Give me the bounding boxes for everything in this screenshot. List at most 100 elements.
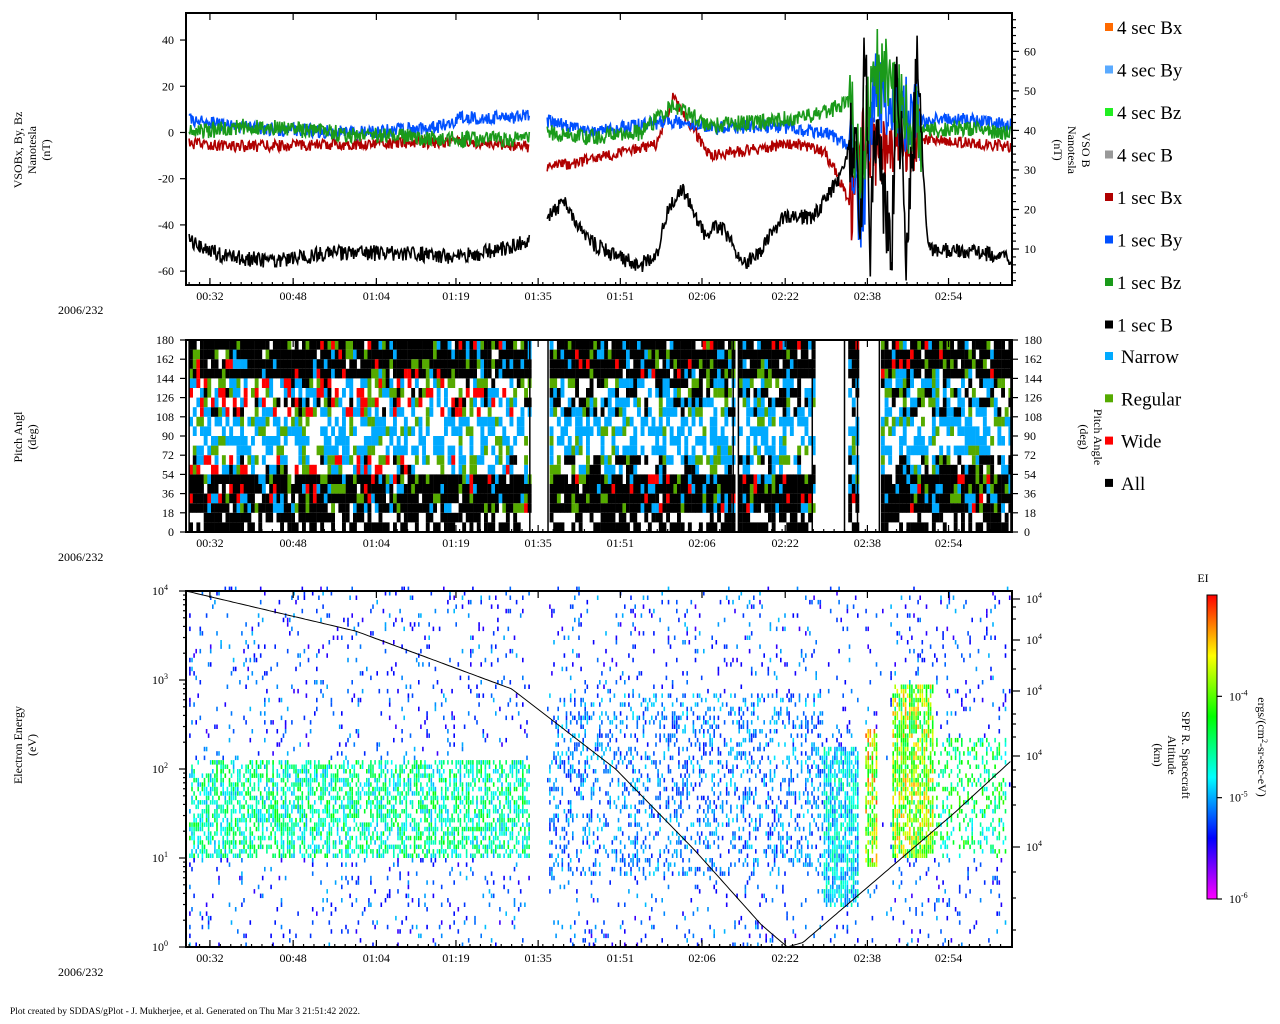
spectrogram-pixel [341,862,343,867]
pitch-cell [484,340,488,350]
pitch-cell [414,359,419,369]
spectrogram-pixel [220,831,222,836]
pitch-cell [382,340,386,350]
pitch-cell [779,340,783,350]
pitch-cell [637,407,641,417]
spectrogram-pixel [386,826,389,832]
pitch-cell [214,474,219,484]
pitch-cell [342,407,346,417]
spectrogram-pixel [299,809,301,814]
spectrogram-pixel [207,915,210,921]
pitch-cell [371,436,376,446]
spectrogram-pixel [347,688,349,694]
pitch-cell [454,359,459,369]
pitch-cell [928,349,933,360]
pitch-cell [771,340,776,350]
spectrogram-pixel [282,773,285,778]
pitch-cell [939,493,944,504]
pitch-cell [473,349,477,360]
spectrogram-pixel [368,844,370,850]
pitch-cell [454,484,459,494]
spectrogram-pixel [195,826,197,832]
pitch-cell [789,378,794,388]
pitch-cell [764,340,769,350]
pitch-cell [677,359,681,369]
pitch-cell [192,359,197,369]
spectrogram-pixel [370,773,372,778]
pitch-cell [913,436,918,446]
pitch-cell [302,512,306,523]
pitch-cell [360,503,365,513]
pitch-cell [367,378,372,388]
date-label: 2006/232 [58,303,103,317]
pitch-cell [302,397,306,408]
pitch-cell [913,407,918,417]
pitch-cell [771,464,776,475]
spectrogram-pixel [282,844,285,850]
spectrogram-pixel [345,755,347,761]
pitch-cell [564,426,568,436]
pitch-cell [560,484,565,494]
spectrogram-pixel [272,809,274,814]
pitch-cell [356,474,361,484]
spectrogram-pixel [366,666,368,672]
pitch-cell [615,378,619,388]
pitch-cell [779,455,783,465]
pitch-cell [640,349,645,360]
pitch-cell [797,416,802,427]
spectrogram-pixel [345,817,347,823]
pitch-cell [669,407,674,417]
pitch-cell [221,474,226,484]
spectrogram-pixel [191,720,193,725]
spectrogram-pixel [255,817,258,823]
spectrogram-pixel [201,858,204,863]
pitch-cell [287,349,292,360]
pitch-cell [571,474,576,484]
spectrogram-pixel [261,795,264,801]
spectrogram-pixel [193,800,195,805]
spectrogram-pixel [372,773,374,778]
spectrogram-pixel [270,791,272,796]
pitch-cell [720,493,725,504]
pitch-cell [196,378,201,388]
pitch-cell [946,378,951,388]
pitch-cell [633,512,638,523]
spectrogram-pixel [191,853,193,858]
spectrogram-pixel [334,809,337,814]
spectrogram-pixel [289,800,291,805]
spectrogram-pixel [355,822,358,827]
pitch-cell [440,445,445,456]
pitch-cell [323,493,328,504]
pitch-cell [607,464,612,475]
pitch-cell [338,436,343,446]
pitch-cell [851,368,856,379]
pitch-cell [334,397,339,408]
pitch-cell [440,340,445,350]
pitch-cell [251,416,255,427]
spectrogram-pixel [370,769,372,774]
pitch-cell [338,493,343,504]
pitch-cell [261,368,266,379]
spectrogram-pixel [241,631,243,636]
spectrogram-pixel [197,782,199,787]
spectrogram-pixel [297,804,299,810]
spectrogram-pixel [347,831,349,836]
pitch-cell [906,359,911,369]
pitch-cell [192,407,197,417]
spectrogram-pixel [218,760,220,765]
spectrogram-pixel [239,840,241,845]
spectrogram-pixel [366,853,368,858]
pitch-cell [272,397,277,408]
pitch-cell [600,349,605,360]
spectrogram-pixel [397,929,399,934]
pitch-cell [902,493,907,504]
pitch-cell [935,340,940,350]
pitch-cell [265,388,270,398]
spectrogram-pixel [295,773,297,778]
pitch-cell [673,388,678,398]
spectrogram-pixel [309,853,312,858]
pitch-cell [615,397,619,408]
spectrogram-pixel [199,840,202,845]
pitch-cell [520,407,525,417]
spectrogram-pixel [347,764,349,769]
